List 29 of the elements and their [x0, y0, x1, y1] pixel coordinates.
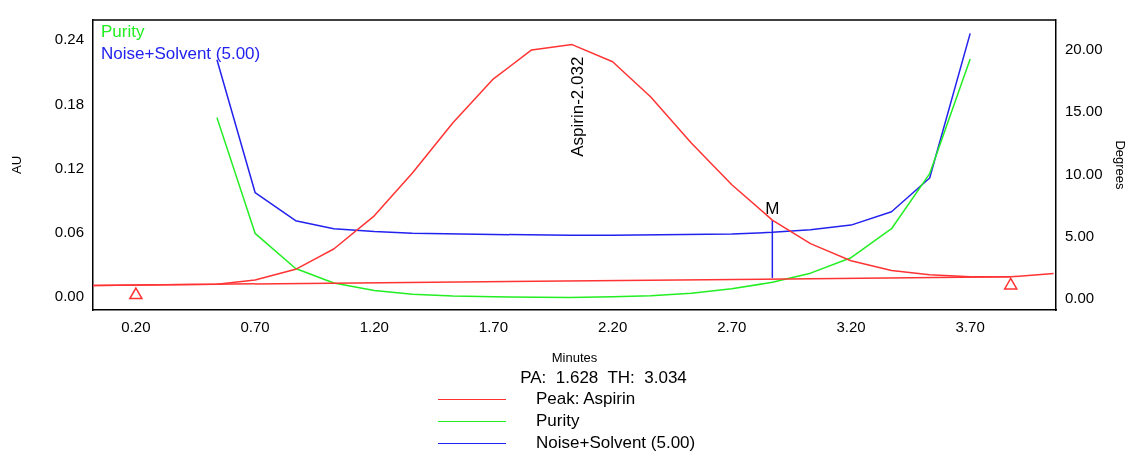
legend-label: Purity — [536, 411, 580, 431]
text: Purity — [101, 22, 145, 42]
y2-tick-label: 15.00 — [1065, 102, 1103, 120]
y-tick-label: 0.24 — [54, 30, 84, 48]
y2-tick-label: 20.00 — [1065, 39, 1103, 57]
y-tick-label: 0.00 — [54, 287, 84, 305]
legend-label: Noise+Solvent (5.00) — [536, 433, 696, 453]
x-tick-label: 1.70 — [478, 318, 509, 336]
x-tick-label: 0.70 — [240, 318, 270, 336]
x-tick-label: 2.20 — [598, 318, 628, 336]
text: Noise+Solvent (5.00) — [101, 44, 261, 64]
x-tick-label: 0.20 — [121, 318, 151, 336]
y-tick-label: 0.18 — [54, 94, 84, 112]
y-axis-title: AU — [9, 155, 25, 175]
x-tick-label: 2.70 — [717, 318, 747, 336]
x-tick-label: 3.20 — [836, 318, 866, 336]
annotation: Aspirin-2.032 — [568, 56, 588, 157]
y2-tick-label: 5.00 — [1065, 226, 1095, 244]
legend-label: Peak: Aspirin — [536, 389, 636, 409]
y2-tick-label: 0.00 — [1065, 289, 1095, 307]
y-tick-label: 0.12 — [54, 158, 84, 176]
y2-tick-label: 10.00 — [1065, 164, 1103, 182]
x-axis-title: Minutes — [551, 349, 598, 365]
annotation: M — [765, 199, 780, 219]
y2-axis-title: Degrees — [1112, 140, 1128, 191]
x-tick-label: 1.20 — [359, 318, 389, 336]
text: PA: 1.628 TH: 3.034 — [519, 368, 688, 388]
y-tick-label: 0.06 — [54, 223, 84, 241]
x-tick-label: 3.70 — [955, 318, 985, 336]
